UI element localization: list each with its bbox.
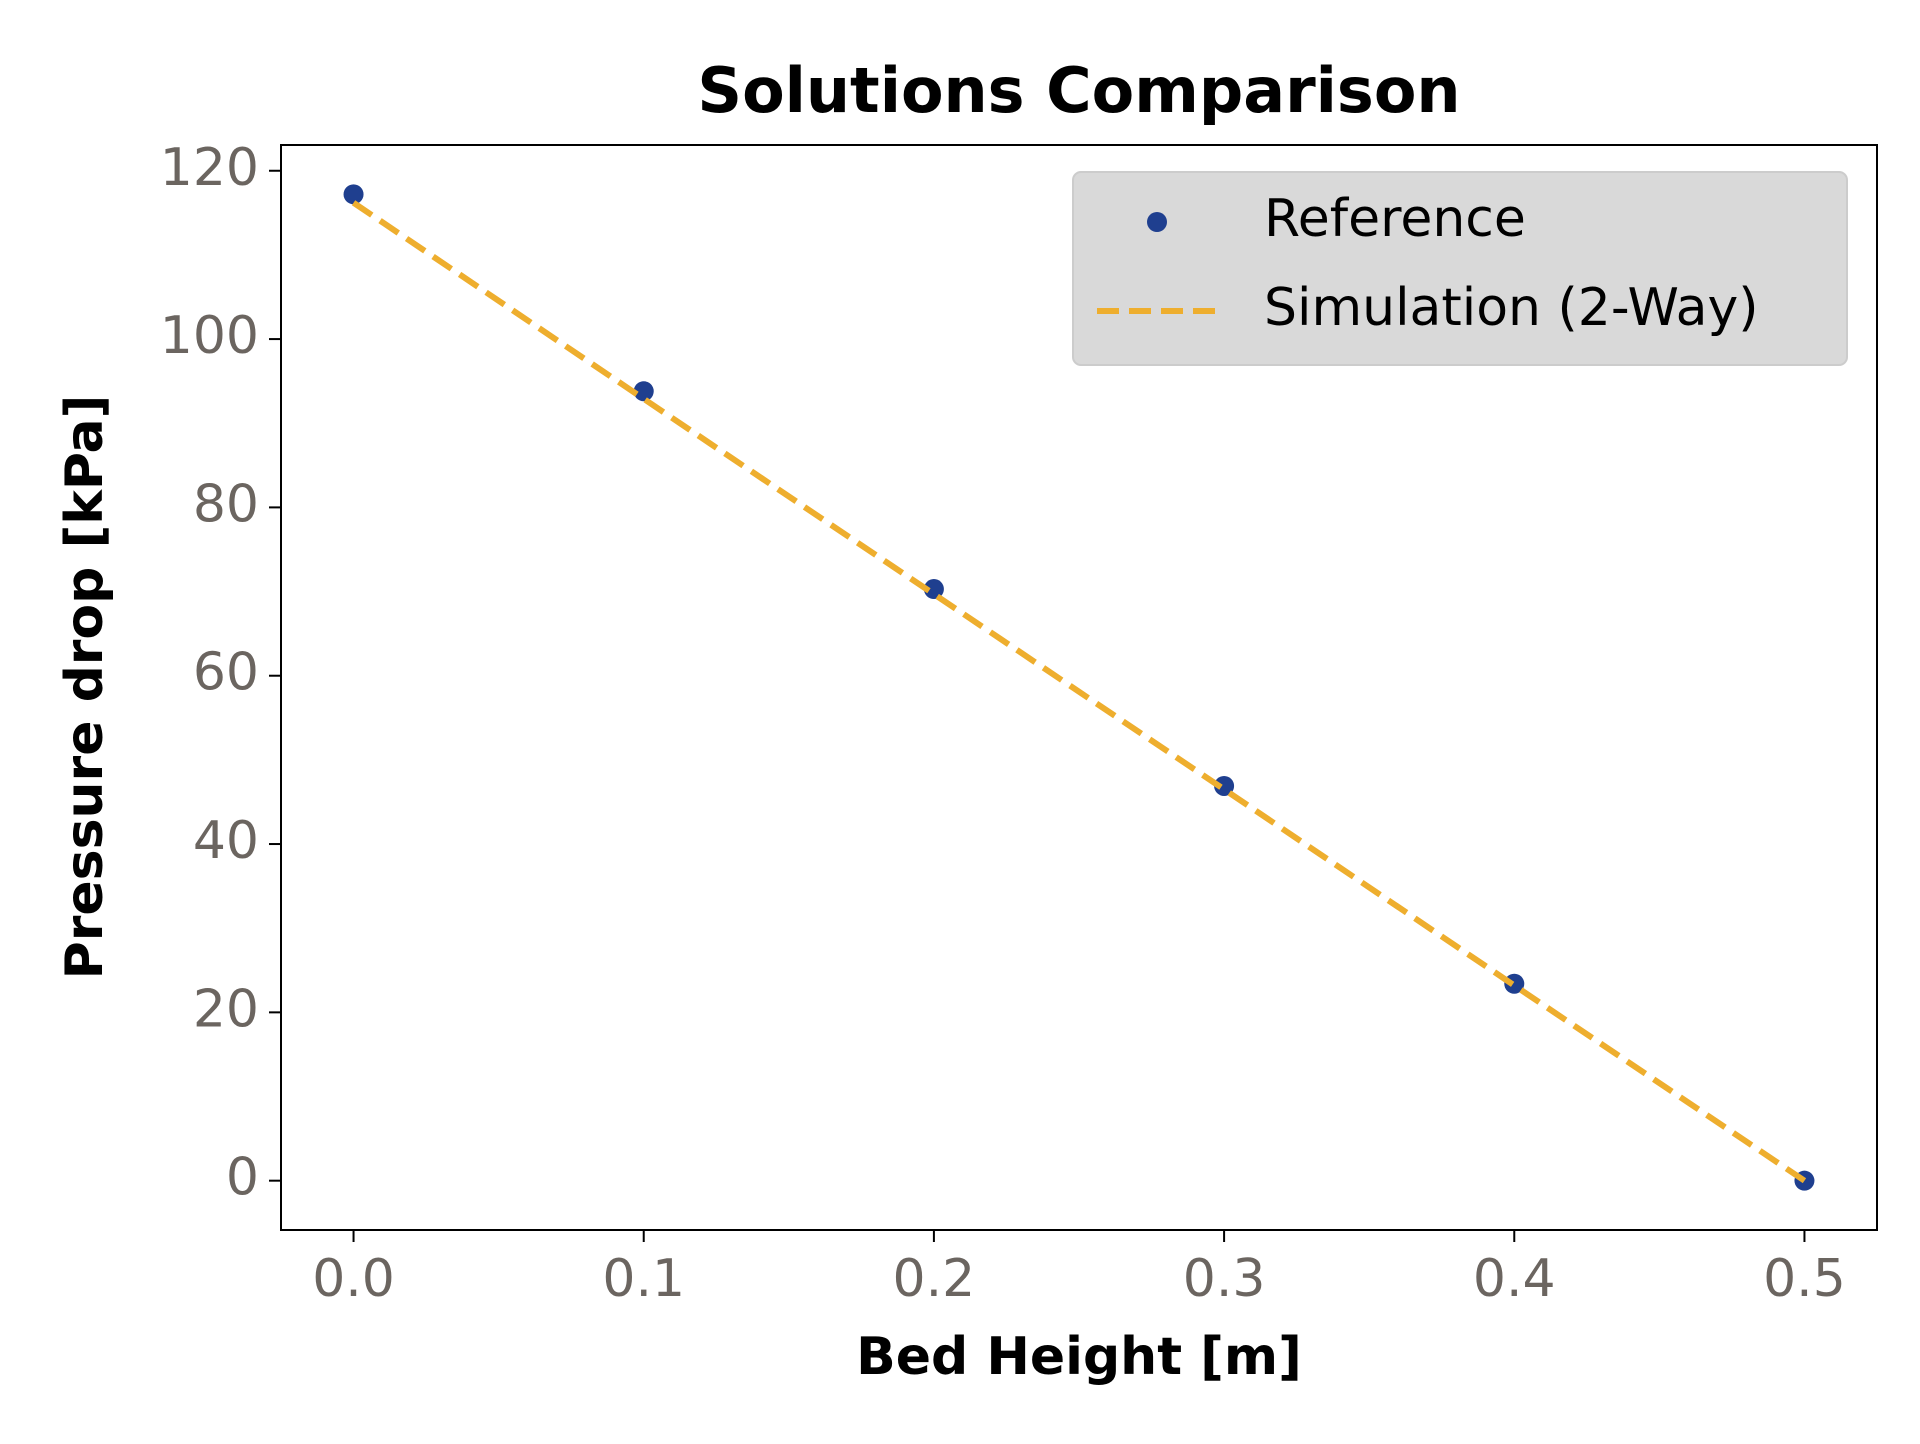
- legend-box: [1072, 171, 1848, 366]
- y-tick-label: 100: [160, 306, 259, 366]
- legend-label: Simulation (2-Way): [1264, 278, 1759, 338]
- y-tick-label: 40: [193, 811, 259, 871]
- y-tick-label: 120: [160, 138, 259, 198]
- y-tick-label: 0: [226, 1148, 259, 1208]
- legend-marker: [1147, 212, 1167, 232]
- plot-frame: [280, 144, 1878, 1231]
- legend-label: Reference: [1264, 189, 1526, 249]
- y-tick-label: 80: [193, 474, 259, 534]
- x-tick-label: 0.0: [312, 1249, 395, 1309]
- series-line: [351, 200, 1807, 1184]
- y-tick-label: 60: [193, 643, 259, 703]
- x-tick-label: 0.4: [1473, 1249, 1556, 1309]
- data-point: [633, 381, 654, 402]
- y-axis-label: Pressure drop [kPa]: [55, 395, 115, 980]
- x-tick-label: 0.3: [1183, 1249, 1266, 1309]
- data-point: [1214, 775, 1235, 796]
- chart-title: Solutions Comparison: [697, 54, 1460, 127]
- x-tick-label: 0.1: [602, 1249, 685, 1309]
- y-tick-label: 20: [193, 979, 259, 1039]
- x-axis-label: Bed Height [m]: [856, 1327, 1302, 1387]
- x-tick-label: 0.5: [1763, 1249, 1846, 1309]
- x-tick-label: 0.2: [893, 1249, 976, 1309]
- data-point: [343, 184, 364, 205]
